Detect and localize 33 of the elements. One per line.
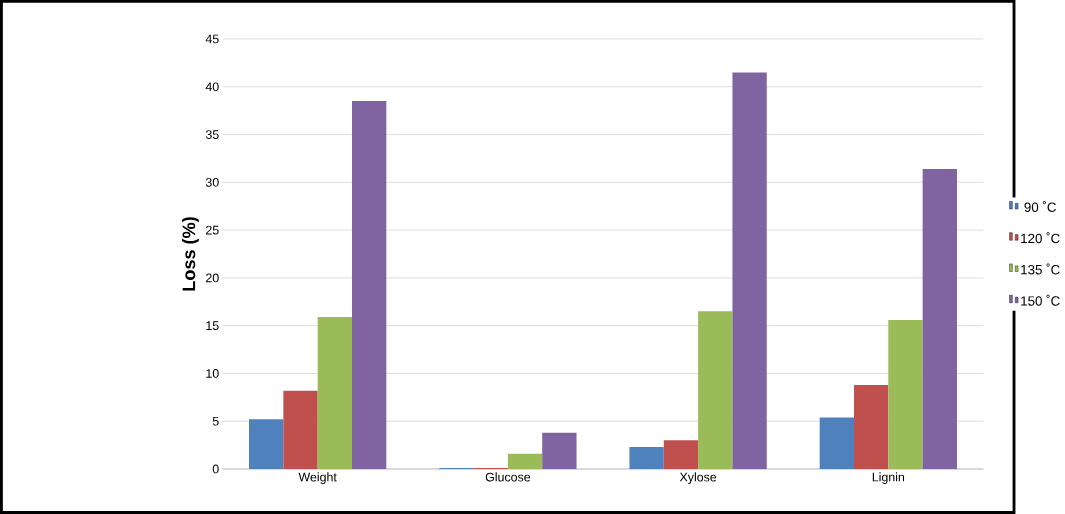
y-tick-label: 10 [206, 369, 219, 378]
x-tick-label: Lignin [872, 472, 905, 484]
y-tick-label: 35 [205, 130, 219, 139]
y-tick-label: 45 [205, 34, 219, 44]
x-tick-label: Weight [298, 472, 337, 484]
bar [888, 319, 923, 470]
bar [922, 168, 957, 470]
legend-label: 120 ˚C [1021, 232, 1060, 244]
bar [283, 390, 318, 470]
x-tick-label: Glucose [485, 472, 531, 482]
bar [317, 317, 352, 470]
bar [542, 432, 577, 470]
bar [663, 440, 699, 470]
bar [351, 101, 387, 470]
y-tick-label: 20 [206, 273, 219, 283]
bar [732, 72, 767, 470]
y-tick-label: 5 [212, 416, 219, 426]
bar [819, 417, 854, 470]
legend-label: 150 ˚C [1021, 294, 1060, 306]
bar [507, 453, 543, 470]
y-tick-label: 25 [206, 225, 219, 235]
y-tick-label: 40 [205, 82, 219, 92]
bar [854, 384, 889, 470]
y-tick-label: 30 [205, 177, 219, 187]
y-tick-label: 0 [212, 464, 219, 474]
bar [629, 447, 664, 470]
x-tick-label: Xylose [679, 472, 717, 484]
legend-label: 90 ˚C [1024, 201, 1057, 212]
y-axis-title: Loss (%) [181, 217, 199, 291]
y-tick-label: 15 [206, 321, 219, 331]
legend-label: 135 ˚C [1021, 263, 1060, 275]
bar [249, 419, 284, 470]
bar [698, 311, 733, 470]
